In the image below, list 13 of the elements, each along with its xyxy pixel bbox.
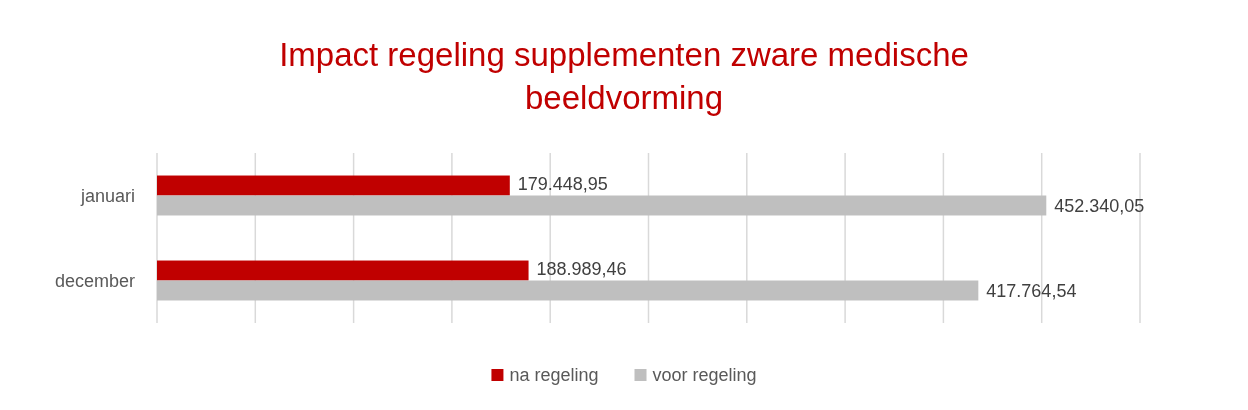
- data-label: 179.448,95: [517, 173, 608, 194]
- bar: [157, 280, 979, 301]
- data-label: 417.764,54: [986, 280, 1077, 301]
- data-label: 452.340,05: [1054, 195, 1145, 216]
- data-label: 188.989,46: [536, 258, 627, 279]
- bar: [157, 175, 510, 196]
- bar: [157, 260, 529, 281]
- y-tick-label: december: [54, 270, 135, 291]
- legend-label: na regeling: [509, 365, 599, 386]
- legend-label: voor regeling: [652, 365, 757, 386]
- bar: [157, 195, 1047, 216]
- chart-title: Impact regeling supplementen zware medische beeldvorming: [279, 36, 969, 116]
- y-tick-label: januari: [79, 185, 135, 206]
